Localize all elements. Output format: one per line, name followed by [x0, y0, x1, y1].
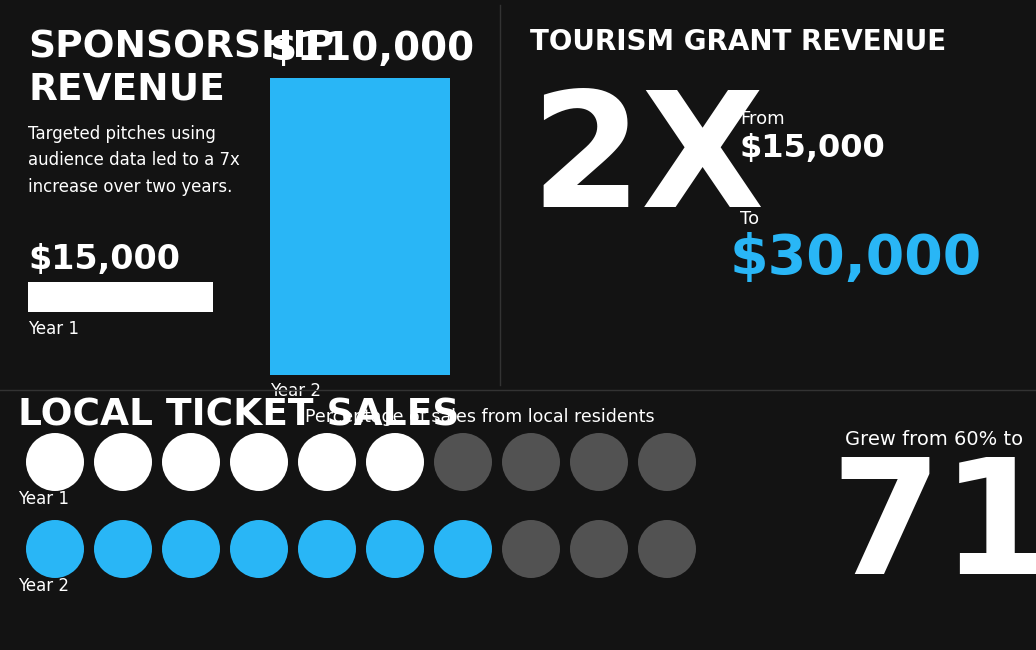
- Text: SPONSORSHIP: SPONSORSHIP: [28, 30, 334, 66]
- Ellipse shape: [162, 520, 220, 578]
- Ellipse shape: [366, 520, 424, 578]
- Ellipse shape: [230, 433, 288, 491]
- Ellipse shape: [26, 433, 84, 491]
- Ellipse shape: [298, 520, 356, 578]
- Text: 2X: 2X: [530, 85, 765, 240]
- Ellipse shape: [502, 520, 560, 578]
- Text: From: From: [740, 110, 784, 128]
- Text: Percentage of sales from local residents: Percentage of sales from local residents: [305, 408, 655, 426]
- Text: 71%: 71%: [830, 452, 1036, 607]
- Ellipse shape: [570, 520, 628, 578]
- Ellipse shape: [26, 520, 84, 578]
- Text: Year 1: Year 1: [18, 490, 69, 508]
- Text: REVENUE: REVENUE: [28, 72, 225, 108]
- Ellipse shape: [434, 433, 492, 491]
- Ellipse shape: [230, 520, 288, 578]
- Text: LOCAL TICKET SALES: LOCAL TICKET SALES: [18, 398, 459, 434]
- Ellipse shape: [638, 520, 696, 578]
- Bar: [270, 78, 450, 375]
- Text: $15,000: $15,000: [740, 133, 886, 164]
- Text: Targeted pitches using
audience data led to a 7x
increase over two years.: Targeted pitches using audience data led…: [28, 125, 240, 196]
- Ellipse shape: [298, 433, 356, 491]
- Text: TOURISM GRANT REVENUE: TOURISM GRANT REVENUE: [530, 28, 946, 56]
- Ellipse shape: [502, 433, 560, 491]
- Ellipse shape: [570, 433, 628, 491]
- Text: Grew from 60% to: Grew from 60% to: [845, 430, 1024, 449]
- Text: Year 1: Year 1: [28, 320, 79, 338]
- Ellipse shape: [638, 433, 696, 491]
- Ellipse shape: [162, 433, 220, 491]
- Bar: [28, 282, 213, 312]
- Text: $110,000: $110,000: [270, 30, 474, 68]
- Ellipse shape: [366, 433, 424, 491]
- Text: Year 2: Year 2: [270, 382, 321, 400]
- Text: $30,000: $30,000: [730, 232, 982, 286]
- Ellipse shape: [94, 433, 152, 491]
- Ellipse shape: [94, 520, 152, 578]
- Text: To: To: [740, 210, 759, 228]
- Text: Year 2: Year 2: [18, 577, 69, 595]
- Text: $15,000: $15,000: [28, 243, 180, 276]
- Ellipse shape: [434, 520, 492, 578]
